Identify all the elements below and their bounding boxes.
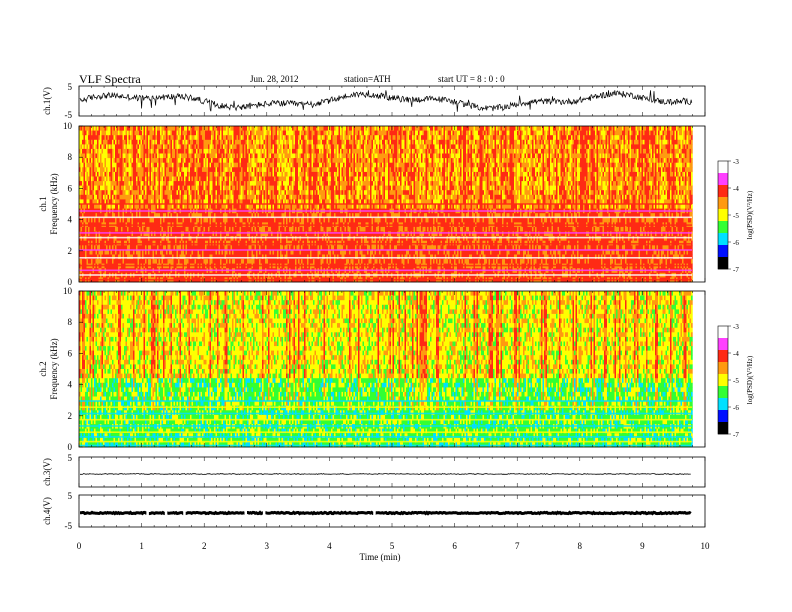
colorbar-segment bbox=[718, 221, 728, 233]
ch1-waveform-frame bbox=[79, 86, 705, 116]
spectrogram-ytick: 4 bbox=[68, 380, 73, 390]
colorbar-tick: -3 bbox=[733, 323, 739, 331]
spectrogram-ylabel-channel: ch.1 bbox=[38, 196, 48, 211]
ch3-waveform-ylabel: ch.3(V) bbox=[42, 458, 52, 486]
ch4-waveform-gap bbox=[183, 511, 186, 516]
ch2-colorbar: -3 -4 -5 -6 -7 log(PSD)(V²/Hz) bbox=[718, 323, 754, 439]
start-time-label: start UT = 8 : 0 : 0 bbox=[438, 74, 505, 84]
colorbar-segment bbox=[718, 161, 728, 173]
spectrogram-ytick: 0 bbox=[68, 442, 73, 452]
time-axis-tick-label: 9 bbox=[640, 541, 645, 551]
spectrogram-ytick: 8 bbox=[68, 152, 73, 162]
ch1-ytick-bottom: -5 bbox=[65, 110, 73, 120]
ch4-waveform-gap bbox=[373, 511, 376, 516]
ch4-waveform-panel: 5 -5 ch.4(V) bbox=[42, 491, 705, 531]
ch4-waveform-gap bbox=[146, 511, 149, 516]
spectrogram-ylabel-frequency: Frequency (kHz) bbox=[49, 338, 59, 399]
time-axis-label: Time (min) bbox=[360, 552, 401, 562]
ch4-waveform-trace bbox=[80, 512, 691, 513]
colorbar-segment bbox=[718, 374, 728, 386]
ch3-waveform-frame bbox=[79, 457, 705, 487]
colorbar-tick: -5 bbox=[733, 377, 739, 385]
station-label: station=ATH bbox=[344, 74, 391, 84]
ch1-waveform-trace bbox=[80, 90, 692, 111]
colorbar-tick: -3 bbox=[733, 158, 739, 166]
ch1-waveform-frame-ticks bbox=[79, 86, 705, 116]
colorbar-segment bbox=[718, 326, 728, 338]
colorbar-tick: -7 bbox=[733, 431, 739, 439]
ch4-waveform-gap bbox=[165, 511, 168, 516]
time-axis-tick-label: 0 bbox=[77, 541, 82, 551]
spectrogram-ylabel-channel: ch.2 bbox=[38, 361, 48, 376]
colorbar-segment bbox=[718, 410, 728, 422]
spectrogram-ytick: 2 bbox=[68, 411, 73, 421]
ch4-waveform-ytick-bottom: -5 bbox=[65, 521, 73, 531]
time-axis-tick-label: 6 bbox=[452, 541, 457, 551]
ch3-waveform-ytick-top: 5 bbox=[68, 453, 73, 463]
colorbar-segment bbox=[718, 350, 728, 362]
spectrogram-ytick: 8 bbox=[68, 317, 73, 327]
colorbar-segment bbox=[718, 257, 728, 269]
colorbar-segment bbox=[718, 386, 728, 398]
ch4-waveform-ylabel: ch.4(V) bbox=[42, 497, 52, 525]
colorbar-tick: -6 bbox=[733, 404, 739, 412]
time-axis: 0 1 2 3 4 5 6 7 8 9 10 Time (min) bbox=[77, 541, 710, 562]
colorbar-tick: -4 bbox=[733, 350, 739, 358]
ch3-waveform-trace bbox=[80, 474, 691, 475]
time-axis-tick-label: 1 bbox=[139, 541, 144, 551]
colorbar-segment bbox=[718, 422, 728, 434]
colorbar-segment bbox=[718, 233, 728, 245]
spectrogram-ylabel-frequency: Frequency (kHz) bbox=[49, 173, 59, 234]
colorbar-segment bbox=[718, 185, 728, 197]
spectrogram-cells bbox=[79, 291, 693, 447]
date-label: Jun. 28, 2012 bbox=[250, 74, 299, 84]
time-axis-tick-label: 5 bbox=[390, 541, 395, 551]
ch1-ylabel: ch.1(V) bbox=[42, 87, 52, 115]
ch1-colorbar: -3 -4 -5 -6 -7 log(PSD)(V²/Hz) bbox=[718, 158, 754, 274]
colorbar-tick: -7 bbox=[733, 266, 739, 274]
ch4-waveform-gap bbox=[263, 511, 266, 516]
spectrogram-ytick: 4 bbox=[68, 215, 73, 225]
colorbar-tick: -5 bbox=[733, 212, 739, 220]
ch1-ytick-top: 5 bbox=[68, 82, 73, 92]
colorbar-segment bbox=[718, 209, 728, 221]
colorbar-tick: -6 bbox=[733, 239, 739, 247]
ch3-waveform-panel: 5 ch.3(V) bbox=[42, 453, 705, 487]
spectrogram-ytick: 10 bbox=[63, 286, 73, 296]
time-axis-tick-label: 7 bbox=[515, 541, 520, 551]
ch1-waveform-panel: 5 -5 ch.1(V) bbox=[42, 82, 705, 120]
time-axis-tick-label: 4 bbox=[327, 541, 332, 551]
spectrogram-ytick: 10 bbox=[63, 121, 73, 131]
colorbar-segment bbox=[718, 362, 728, 374]
ch2-spectrogram-panel: 0 2 4 6 8 10 ch.2 Frequency (kHz) bbox=[38, 286, 705, 452]
colorbar-label: log(PSD)(V²/Hz) bbox=[746, 190, 754, 239]
ch4-waveform-frame-ticks bbox=[79, 495, 705, 527]
spectrogram-ytick: 6 bbox=[68, 348, 73, 358]
time-axis-tick-label: 10 bbox=[701, 541, 711, 551]
time-axis-tick-label: 3 bbox=[265, 541, 270, 551]
colorbar-tick: -4 bbox=[733, 185, 739, 193]
spectrogram-ytick: 6 bbox=[68, 183, 73, 193]
chart-title: VLF Spectra bbox=[79, 72, 141, 86]
time-axis-tick-label: 2 bbox=[202, 541, 207, 551]
spectrogram-ytick: 2 bbox=[68, 246, 73, 256]
colorbar-segment bbox=[718, 338, 728, 350]
colorbar-segment bbox=[718, 398, 728, 410]
colorbar-segment bbox=[718, 245, 728, 257]
ch4-waveform-ytick-top: 5 bbox=[68, 491, 73, 501]
colorbar-segment bbox=[718, 173, 728, 185]
ch4-waveform-gap bbox=[245, 511, 248, 516]
colorbar-segment bbox=[718, 197, 728, 209]
colorbar-label: log(PSD)(V²/Hz) bbox=[746, 355, 754, 404]
ch3-waveform-frame-ticks bbox=[79, 457, 705, 487]
ch4-waveform-frame bbox=[79, 495, 705, 527]
time-axis-tick-label: 8 bbox=[578, 541, 583, 551]
